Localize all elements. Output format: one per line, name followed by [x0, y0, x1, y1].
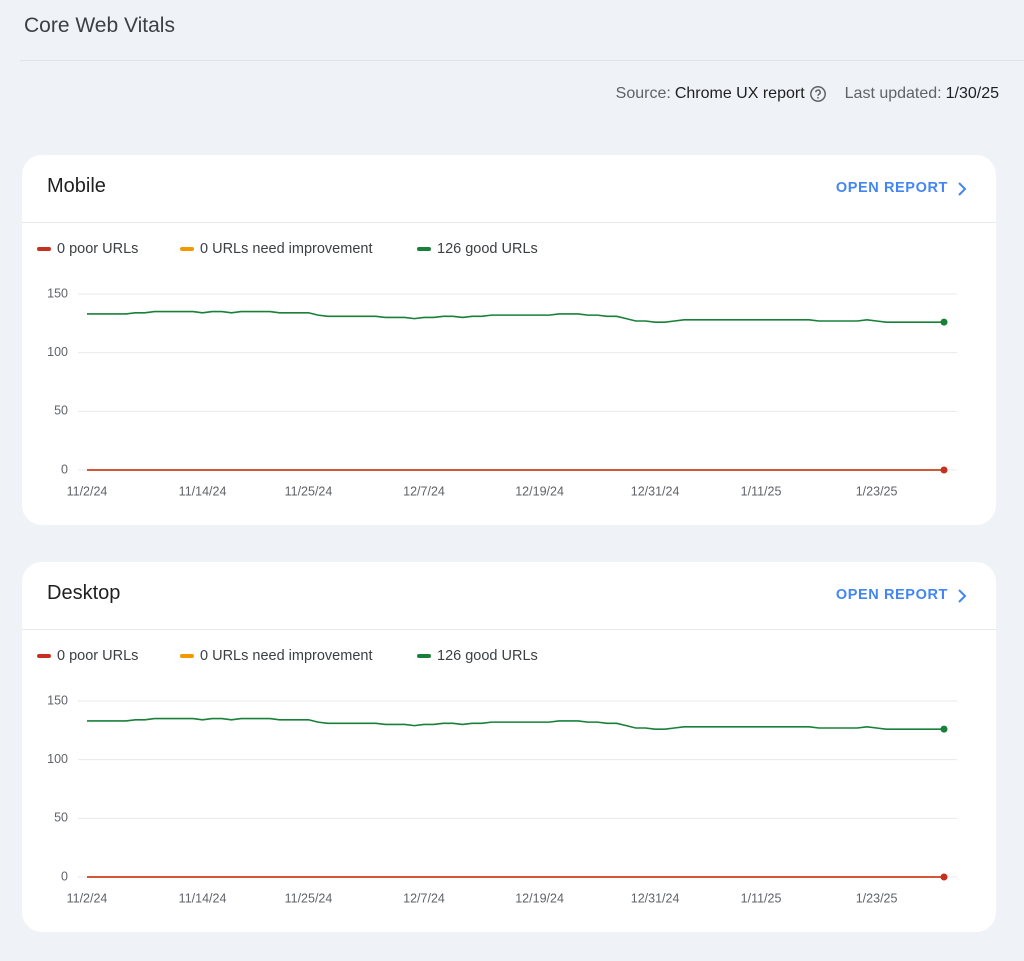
card-title: Mobile — [47, 175, 106, 197]
y-tick-label: 100 — [47, 345, 68, 359]
divider — [22, 629, 996, 630]
x-tick-label: 11/25/24 — [285, 891, 333, 905]
y-tick-label: 100 — [47, 752, 68, 766]
source-line: Source: Chrome UX report Last updated: 1… — [616, 85, 999, 103]
open-report[interactable]: OPEN REPORT — [835, 180, 948, 196]
end-point — [940, 318, 948, 326]
card-title: Desktop — [47, 582, 121, 604]
x-tick-label: 11/25/24 — [285, 484, 333, 498]
source-label: Source: — [615, 85, 671, 102]
x-tick-label: 11/2/24 — [67, 891, 108, 905]
chart: 0 poor URLs 0 URLs need improvement 126 go… — [37, 648, 957, 905]
y-tick-label: 50 — [54, 404, 68, 418]
chevron[interactable] — [956, 181, 968, 197]
end-point — [940, 873, 948, 881]
x-tick-label: 12/7/24 — [403, 891, 445, 905]
source-value[interactable]: Chrome UX report — [674, 85, 805, 102]
series-line — [87, 310, 944, 323]
legend-label: 126 good URLs — [437, 241, 538, 257]
open-report[interactable]: OPEN REPORT — [835, 587, 948, 603]
card: Desktop OPEN REPORT 0 poor URLs 0 URLs ne… — [22, 562, 996, 932]
legend-label: 0 URLs need improvement — [200, 241, 372, 257]
x-tick-label: 12/7/24 — [403, 484, 445, 498]
y-tick-label: 150 — [47, 286, 68, 300]
chevron[interactable] — [956, 588, 968, 604]
legend-label: 0 poor URLs — [57, 241, 138, 257]
x-tick-label: 11/14/24 — [179, 891, 227, 905]
x-tick-label: 1/11/25 — [741, 891, 782, 905]
end-point — [940, 466, 948, 474]
divider — [20, 60, 1024, 61]
end-point — [940, 725, 948, 733]
legend-label: 126 good URLs — [437, 648, 538, 664]
y-tick-label: 150 — [47, 693, 68, 707]
x-tick-label: 12/31/24 — [631, 484, 680, 498]
x-tick-label: 12/19/24 — [515, 891, 564, 905]
x-tick-label: 1/11/25 — [741, 484, 782, 498]
x-tick-label: 12/19/24 — [515, 484, 564, 498]
legend-label: 0 poor URLs — [57, 648, 138, 664]
x-tick-label: 11/14/24 — [179, 484, 227, 498]
card: Mobile OPEN REPORT 0 poor URLs 0 URLs nee… — [22, 155, 996, 525]
help-icon[interactable] — [809, 85, 827, 103]
y-tick-label: 50 — [54, 811, 68, 825]
series-line — [87, 717, 944, 730]
x-tick-label: 11/2/24 — [67, 484, 108, 498]
page-title: Core Web Vitals — [24, 14, 175, 37]
y-tick-label: 0 — [61, 869, 68, 883]
updated-value: 1/30/25 — [945, 85, 999, 102]
chart: 0 poor URLs 0 URLs need improvement 126 go… — [37, 241, 957, 498]
legend-label: 0 URLs need improvement — [200, 648, 372, 664]
divider — [22, 222, 996, 223]
updated-label: Last updated: — [844, 85, 942, 102]
x-tick-label: 12/31/24 — [631, 891, 680, 905]
x-tick-label: 1/23/25 — [856, 484, 898, 498]
y-tick-label: 0 — [61, 462, 68, 476]
x-tick-label: 1/23/25 — [856, 891, 898, 905]
